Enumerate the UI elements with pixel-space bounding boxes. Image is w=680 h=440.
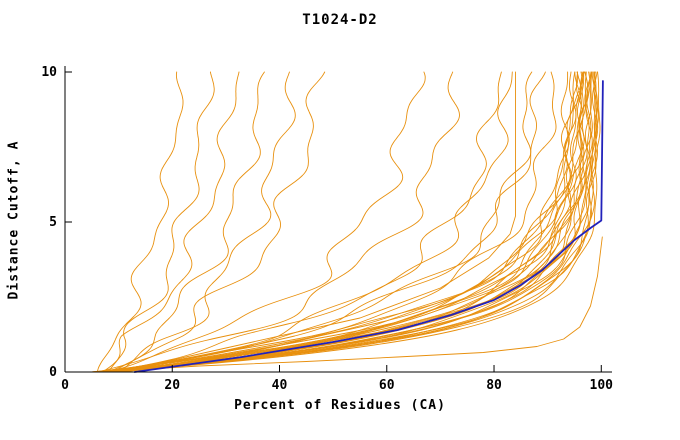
svg-text:10: 10 — [41, 65, 57, 80]
plot-title: T1024-D2 — [302, 12, 378, 28]
svg-text:40: 40 — [272, 378, 288, 393]
x-axis-label: Percent of Residues (CA) — [234, 398, 446, 413]
svg-text:100: 100 — [590, 378, 614, 393]
y-axis-label: Distance Cutoff, A — [6, 140, 22, 300]
svg-text:0: 0 — [49, 365, 57, 380]
svg-text:5: 5 — [49, 215, 57, 230]
svg-text:20: 20 — [164, 378, 180, 393]
svg-text:80: 80 — [486, 378, 502, 393]
svg-text:60: 60 — [379, 378, 395, 393]
svg-text:0: 0 — [61, 378, 69, 393]
